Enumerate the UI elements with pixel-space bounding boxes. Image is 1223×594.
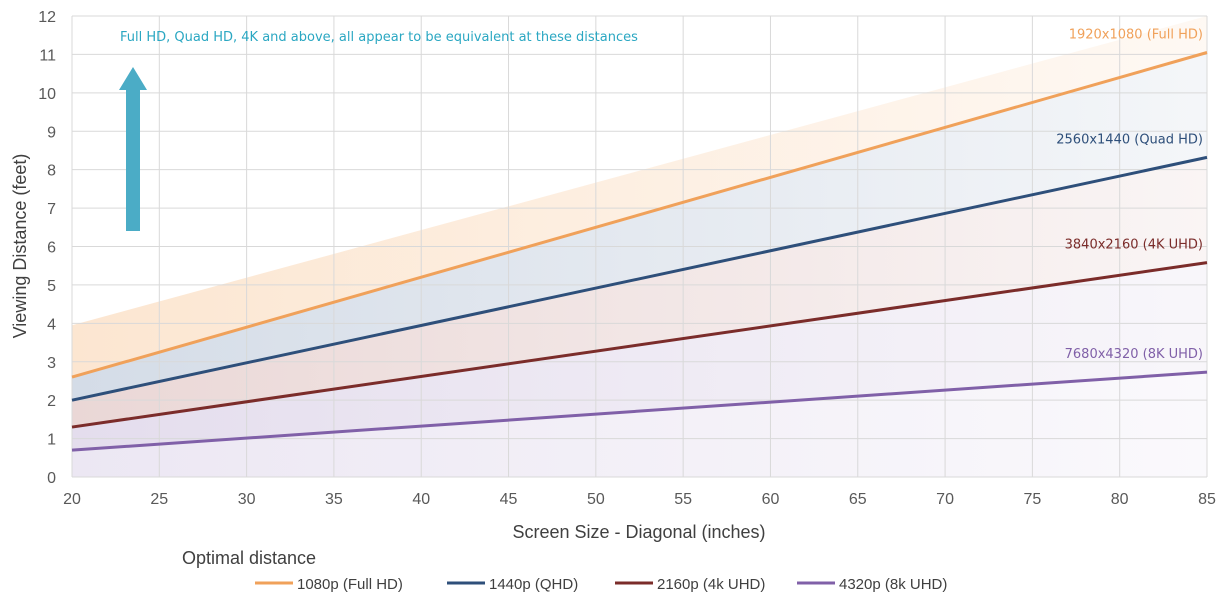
y-tick-label: 12 xyxy=(38,9,56,26)
x-tick-label: 55 xyxy=(674,491,692,508)
x-tick-label: 80 xyxy=(1111,491,1129,508)
x-tick-label: 75 xyxy=(1023,491,1041,508)
x-axis-title: Screen Size - Diagonal (inches) xyxy=(512,522,765,542)
x-tick-label: 20 xyxy=(63,491,81,508)
x-tick-label: 70 xyxy=(936,491,954,508)
x-tick-label: 25 xyxy=(150,491,168,508)
legend-label-3: 4320p (8k UHD) xyxy=(839,576,947,593)
x-tick-label: 60 xyxy=(762,491,780,508)
x-tick-label: 65 xyxy=(849,491,867,508)
y-tick-label: 8 xyxy=(47,163,56,180)
y-tick-label: 10 xyxy=(38,86,56,103)
annotation: Full HD, Quad HD, 4K and above, all appe… xyxy=(119,30,638,231)
x-tick-label: 85 xyxy=(1198,491,1216,508)
legend-label-0: 1080p (Full HD) xyxy=(297,576,403,593)
y-tick-label: 2 xyxy=(47,393,56,410)
y-tick-label: 1 xyxy=(47,432,56,449)
legend-label-1: 1440p (QHD) xyxy=(489,576,578,593)
x-tick-label: 40 xyxy=(412,491,430,508)
legend-label-2: 2160p (4k UHD) xyxy=(657,576,765,593)
axes: 20 25 30 35 40 45 50 55 60 65 70 75 80 85012345678910… xyxy=(38,9,1216,508)
legend: 1080p (Full HD) 1440p (QHD) 2160p (4k UHD)… xyxy=(255,576,947,593)
series-line-0 xyxy=(71,51,1208,379)
x-tick-label: 50 xyxy=(587,491,605,508)
band-4 xyxy=(72,372,1207,477)
y-tick-label: 7 xyxy=(47,201,56,218)
x-tick-label: 35 xyxy=(325,491,343,508)
y-tick-label: 4 xyxy=(47,316,56,333)
series-labels: 1920x1080 (Full HD) 2560x1440 (Quad HD) 38… xyxy=(1056,27,1203,362)
band-3 xyxy=(72,262,1207,451)
gridlines xyxy=(71,15,1208,478)
y-tick-label: 0 xyxy=(47,470,56,487)
y-tick-label: 11 xyxy=(39,47,56,64)
series-label-3: 7680x4320 (8K UHD) xyxy=(1065,347,1203,362)
series-label-2: 3840x2160 (4K UHD) xyxy=(1065,238,1203,253)
band-1 xyxy=(72,52,1207,401)
series-lines xyxy=(71,51,1208,452)
series-label-1: 2560x1440 (Quad HD) xyxy=(1056,132,1203,147)
y-tick-label: 3 xyxy=(47,355,56,372)
x-tick-label: 45 xyxy=(500,491,518,508)
band-0 xyxy=(72,16,1207,378)
series-line-2 xyxy=(71,261,1208,429)
series-line-3 xyxy=(71,370,1208,452)
series-line-1 xyxy=(71,155,1208,402)
legend-title: Optimal distance xyxy=(182,548,316,568)
y-tick-label: 5 xyxy=(47,278,56,295)
x-tick-label: 30 xyxy=(238,491,256,508)
up-arrow-icon xyxy=(119,67,147,231)
y-tick-label: 6 xyxy=(47,240,56,257)
y-tick-label: 9 xyxy=(47,124,56,141)
shaded-bands xyxy=(72,16,1207,477)
band-2 xyxy=(72,157,1207,428)
y-axis-title: Viewing Distance (feet) xyxy=(10,154,30,339)
series-label-0: 1920x1080 (Full HD) xyxy=(1069,27,1203,42)
annotation-text: Full HD, Quad HD, 4K and above, all appe… xyxy=(120,30,638,45)
